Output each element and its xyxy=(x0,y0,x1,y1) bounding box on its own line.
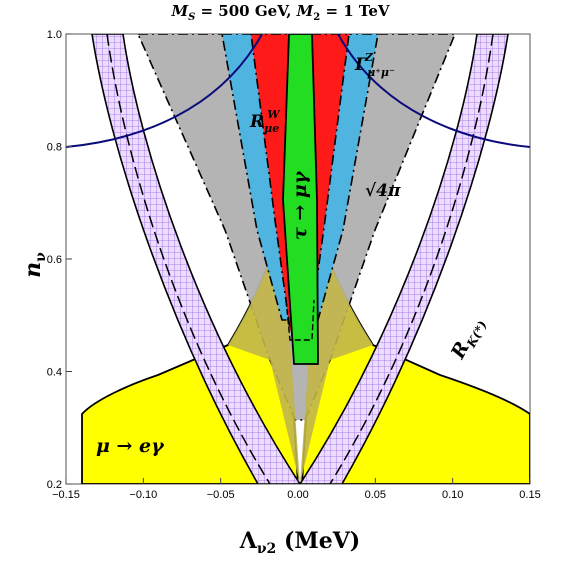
annotation-mu-e-gamma: μ → eγ xyxy=(96,435,165,457)
overlap-region xyxy=(228,225,373,484)
x-axis-ticks: −0.15 −0.10 −0.05 0.00 0.05 0.10 0.15 xyxy=(52,478,541,501)
x-axis-label: Λν2 (MeV) xyxy=(239,528,360,557)
x-tick-label: −0.15 xyxy=(52,489,80,501)
x-tick-label: −0.10 xyxy=(129,489,157,501)
y-tick-label: 0.8 xyxy=(47,142,62,154)
y-axis-label: nν xyxy=(20,252,49,278)
y-tick-label: 0.6 xyxy=(47,254,62,266)
r-k-left-band xyxy=(91,34,301,484)
x-tick-label: −0.05 xyxy=(207,489,235,501)
y-tick-label: 1.0 xyxy=(47,29,62,41)
y-tick-label: 0.2 xyxy=(47,479,62,491)
x-tick-label: 0.05 xyxy=(365,489,386,501)
r-k-right-band xyxy=(299,34,509,484)
annotation-tau-mu-gamma: τ → μγ xyxy=(289,170,311,240)
blue-contour-curve xyxy=(66,34,530,148)
x-tick-label: 0.15 xyxy=(519,489,540,501)
y-tick-label: 0.4 xyxy=(47,367,62,379)
tau-mu-gamma-region xyxy=(282,34,319,365)
x-tick-label: 0.00 xyxy=(287,489,308,501)
x-tick-label: 0.10 xyxy=(442,489,463,501)
y-axis-ticks: 0.2 0.4 0.6 0.8 1.0 xyxy=(47,29,72,491)
annotation-sqrt4pi: √4π xyxy=(365,181,401,201)
chart-title: MS = 500 GeV, M2 = 1 TeV xyxy=(171,2,390,23)
